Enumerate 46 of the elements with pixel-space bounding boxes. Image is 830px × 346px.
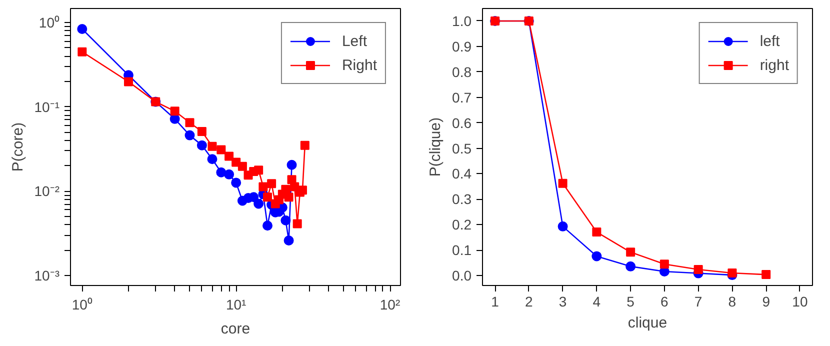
point <box>592 251 602 262</box>
x-tick-label: 8 <box>728 294 736 310</box>
point <box>694 264 703 274</box>
point <box>558 178 568 188</box>
y-tick-label: 0.3 <box>452 191 472 208</box>
point <box>762 270 771 280</box>
point <box>626 248 636 257</box>
y-tick-label: 0.4 <box>452 166 472 182</box>
x-tick-label: 9 <box>762 294 770 310</box>
y-tick-label: 0.7 <box>452 89 472 106</box>
x-axis-title: clique <box>628 314 668 332</box>
legend-label: right <box>760 56 789 74</box>
x-tick-label: 1 <box>491 294 500 310</box>
y-tick-label: 0.9 <box>452 38 472 54</box>
x-tick-label: 5 <box>626 294 635 310</box>
y-tick-label: 10⁰ <box>38 14 60 31</box>
point <box>592 228 602 237</box>
y-tick-label: 1.0 <box>452 12 472 29</box>
x-tick-label: 7 <box>694 294 702 310</box>
y-tick-label: 0.6 <box>452 114 472 131</box>
y-tick-label: 0.8 <box>452 64 472 80</box>
x-tick-label: 10² <box>380 296 400 312</box>
y-tick-label: 10⁻³ <box>34 267 60 284</box>
x-tick-label: 6 <box>660 294 669 310</box>
point <box>660 260 669 269</box>
x-axis-title: core <box>220 320 250 338</box>
x-tick-label: 4 <box>592 294 601 310</box>
y-tick-label: 0.5 <box>452 140 472 156</box>
x-tick-label: 3 <box>558 294 567 310</box>
x-tick-label: 10 <box>792 294 808 310</box>
x-tick-label: 10⁰ <box>72 296 92 312</box>
point <box>626 261 636 272</box>
legend-label: Right <box>342 56 377 74</box>
legend-label: Left <box>342 32 367 50</box>
y-axis-title: P(clique) <box>427 117 444 177</box>
x-tick-label: 2 <box>525 294 534 310</box>
y-tick-label: 0.1 <box>452 242 472 258</box>
point <box>728 268 737 278</box>
y-tick-label: 0.0 <box>452 268 472 284</box>
y-tick-label: 10⁻¹ <box>34 98 60 115</box>
legend-label: left <box>760 32 780 50</box>
x-tick-label: 10¹ <box>226 296 247 312</box>
y-tick-label: 0.2 <box>452 216 472 233</box>
point <box>558 221 568 232</box>
y-tick-label: 10⁻² <box>34 183 60 200</box>
y-axis-title: P(core) <box>9 122 26 172</box>
